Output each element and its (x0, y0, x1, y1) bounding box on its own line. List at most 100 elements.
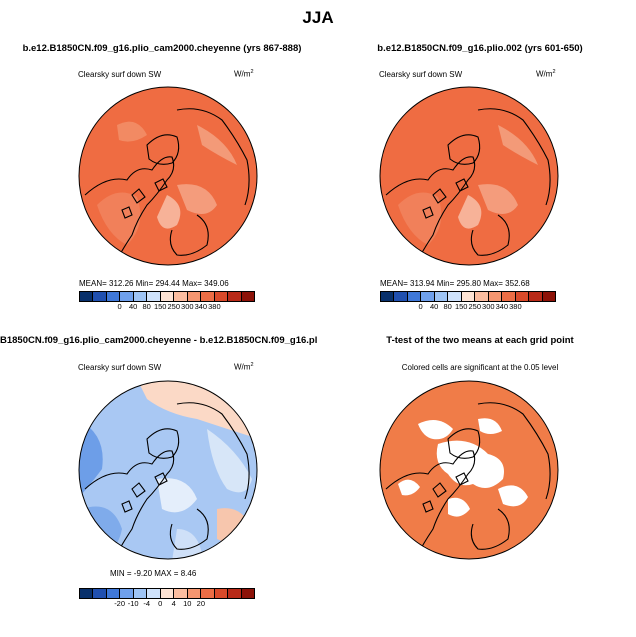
panel-2-subtitle: Clearsky surf down SW (379, 70, 463, 79)
non-significant-area (498, 485, 528, 507)
colorbar-swatch (201, 292, 215, 301)
non-significant-area (478, 418, 502, 434)
field-patch (197, 125, 237, 165)
field-patch (157, 478, 197, 513)
panel-1-colorbar: 0 40 80 150 250 300 340 380 (79, 291, 255, 312)
colorbar-swatch (106, 589, 121, 598)
field-patch (478, 184, 518, 214)
panel-3-colorbar: -20 -10 -4 0 4 10 20 (79, 588, 255, 609)
colorbar-swatch (160, 589, 175, 598)
panel-4-subtitle: Colored cells are significant at the 0.0… (401, 363, 559, 372)
colorbar-tick-label: 380 (509, 302, 522, 311)
coastline-europe (169, 214, 209, 256)
colorbar-swatch (93, 589, 107, 598)
colorbar-swatch (488, 292, 503, 301)
colorbar-swatch (407, 292, 422, 301)
map-border (379, 380, 559, 560)
coastline-islands (121, 178, 168, 219)
field-patch (177, 184, 217, 214)
colorbar-tick-labels: -20 -10 -4 0 4 10 20 (79, 599, 255, 609)
colorbar-swatch (529, 292, 543, 301)
map-border (379, 86, 559, 266)
colorbar-swatches (380, 291, 556, 302)
field-patch (117, 121, 147, 142)
colorbar-swatch (214, 589, 229, 598)
map-border (78, 380, 258, 560)
coastline-europe (169, 508, 209, 550)
coastline-greenland (146, 134, 180, 165)
colorbar-swatch (448, 292, 462, 301)
colorbar-swatch (502, 292, 516, 301)
colorbar-swatch (475, 292, 489, 301)
colorbar-swatch (434, 292, 449, 301)
panel-2-units: W/m2 (536, 69, 556, 79)
colorbar-swatch (120, 292, 134, 301)
non-significant-area (436, 440, 504, 488)
colorbar-tick-label: 80 (142, 302, 151, 311)
colorbar-swatch (241, 292, 255, 301)
non-significant-area (418, 420, 453, 440)
colorbar-swatch (160, 292, 175, 301)
colorbar-swatch (133, 292, 148, 301)
non-significant-area (448, 497, 470, 517)
field-patch (398, 192, 442, 245)
colorbar-tick-label: 150 (153, 302, 167, 311)
colorbar-tick-label: 300 (482, 302, 495, 311)
colorbar-tick-label: 40 (429, 302, 439, 311)
colorbar-swatch (214, 292, 229, 301)
field-patch (207, 429, 252, 493)
colorbar-tick-label: 10 (183, 599, 192, 608)
colorbar-tick-labels: 0 40 80 150 250 300 340 380 (380, 302, 556, 312)
colorbar-tick-label: 250 (167, 302, 181, 311)
panel-3-map (78, 380, 258, 560)
panel-1-map (78, 86, 258, 266)
colorbar-swatch (201, 589, 215, 598)
colorbar-swatch (381, 292, 395, 301)
coastline-eurasia (176, 402, 250, 500)
panel-2-colorbar: 0 40 80 150 250 300 340 380 (380, 291, 556, 312)
field-patch (97, 192, 141, 245)
colorbar-tick-label: 40 (128, 302, 138, 311)
colorbar-tick-label: 20 (196, 599, 206, 608)
coastline-north-america (385, 450, 476, 555)
colorbar-swatch (174, 589, 188, 598)
colorbar-swatch (241, 589, 255, 598)
colorbar-tick-label: 0 (117, 302, 122, 311)
field-patch (458, 195, 482, 229)
field-patch (217, 508, 252, 543)
colorbar-swatch (147, 589, 161, 598)
colorbar-tick-label: 340 (495, 302, 509, 311)
field-patch (172, 529, 202, 559)
colorbar-swatch (228, 589, 242, 598)
colorbar-swatch (174, 292, 188, 301)
panel-2-map (379, 86, 559, 266)
colorbar-swatch (80, 589, 94, 598)
coastline-greenland (447, 134, 481, 165)
colorbar-swatch (542, 292, 556, 301)
colorbar-tick-label: 380 (208, 302, 221, 311)
colorbar-swatch (93, 292, 107, 301)
coastline-europe (470, 214, 510, 256)
colorbar-swatch (80, 292, 94, 301)
colorbar-swatches (79, 588, 255, 599)
coastline-islands (422, 472, 469, 513)
panel-3-stats: MIN = -9.20 MAX = 8.46 (110, 569, 197, 578)
coastline-islands (422, 178, 469, 219)
colorbar-swatch (120, 589, 134, 598)
coastline-north-america (84, 156, 175, 261)
coastline-greenland (447, 428, 481, 459)
colorbar-swatch (133, 589, 148, 598)
field-fill (79, 87, 257, 265)
panel-3-title: B1850CN.f09_g16.plio_cam2000.cheyenne - … (0, 335, 318, 346)
coastline-eurasia (176, 108, 250, 206)
colorbar-swatch (394, 292, 408, 301)
panel-2-title: b.e12.B1850CN.f09_g16.plio.002 (yrs 601-… (377, 43, 583, 54)
panel-1-subtitle: Clearsky surf down SW (78, 70, 162, 79)
coastline-north-america (84, 450, 175, 555)
panel-1-stats: MEAN= 312.26 Min= 294.44 Max= 349.06 (79, 279, 229, 288)
panel-3-units: W/m2 (234, 362, 254, 372)
panel-2-stats: MEAN= 313.94 Min= 295.80 Max= 352.68 (380, 279, 530, 288)
coastline-islands (121, 472, 168, 513)
colorbar-swatch (461, 292, 476, 301)
field-patch (498, 125, 538, 165)
